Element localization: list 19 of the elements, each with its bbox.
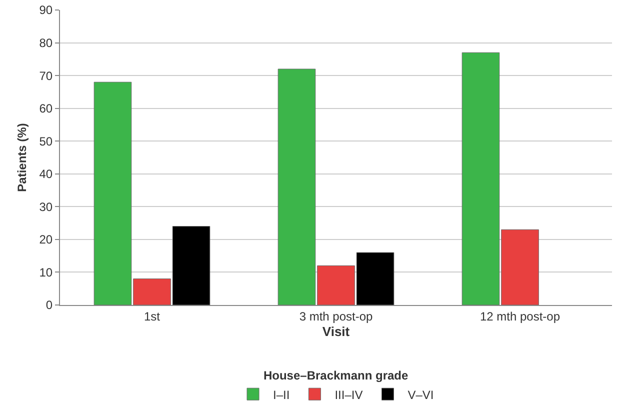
y-tick-label: 70 [39, 68, 53, 83]
x-tick-label: 3 mth post-op [299, 309, 374, 324]
legend-title: House–Brackmann grade [263, 368, 409, 383]
y-tick-label: 0 [46, 298, 53, 312]
x-axis-title: Visit [322, 324, 350, 339]
x-tick-label: 12 mth post-op [480, 309, 560, 324]
y-tick-label: 10 [39, 265, 53, 280]
y-axis-title: Patients (%) [15, 123, 29, 192]
y-tick-label: 50 [39, 134, 53, 148]
legend-label: I–II [273, 388, 290, 402]
y-tick-label: 80 [39, 36, 53, 50]
y-tick-label: 20 [39, 232, 53, 247]
y-tick-label: 60 [39, 102, 53, 116]
legend-label: III–IV [334, 388, 363, 402]
y-tick-label: 30 [39, 200, 53, 214]
x-tick-label: 1st [144, 309, 161, 324]
y-tick-label: 40 [39, 167, 53, 182]
legend-label: V–VI [408, 388, 434, 402]
y-tick-label: 90 [39, 3, 53, 18]
